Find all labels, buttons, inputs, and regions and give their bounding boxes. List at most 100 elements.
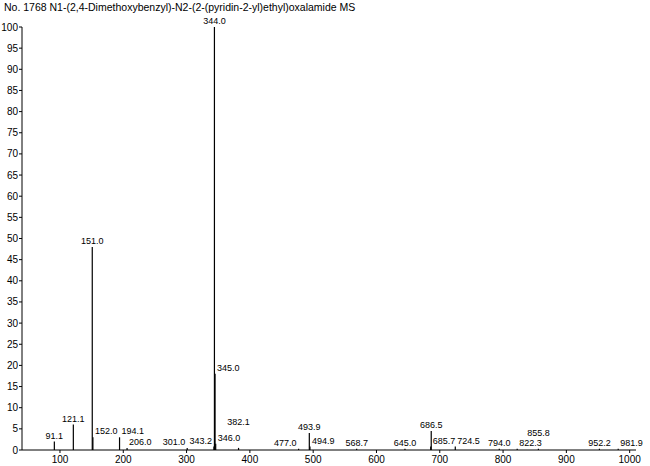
peak-label: 344.0 — [203, 16, 226, 26]
y-tick — [19, 90, 22, 91]
peak-label: 981.9 — [620, 438, 643, 448]
x-tick-label: 200 — [115, 454, 132, 465]
x-tick-label: 300 — [178, 454, 195, 465]
peak-label: 152.0 — [95, 426, 118, 436]
x-tick-label: 100 — [52, 454, 69, 465]
peak — [214, 27, 215, 450]
peak-label: 855.8 — [527, 428, 550, 438]
x-tick-label: 800 — [495, 454, 512, 465]
y-tick-label: 80 — [7, 106, 19, 117]
peak-label: 382.1 — [227, 417, 250, 427]
peak-label: 794.0 — [488, 438, 511, 448]
peak-label: 301.0 — [163, 437, 186, 447]
peak-label: 477.0 — [274, 438, 297, 448]
peak-label: 724.5 — [457, 436, 480, 446]
y-tick-label: 35 — [7, 296, 19, 307]
peak-label: 194.1 — [122, 426, 145, 436]
peak — [538, 449, 539, 450]
peak-label: 91.1 — [46, 431, 64, 441]
y-tick — [19, 365, 22, 366]
peak — [599, 449, 600, 450]
y-tick-label: 30 — [7, 318, 19, 329]
peak-label: 645.0 — [394, 438, 417, 448]
peak — [298, 449, 299, 450]
peak-label: 952.2 — [588, 438, 611, 448]
y-tick — [19, 153, 22, 154]
y-tick-label: 75 — [7, 127, 19, 138]
y-tick-label: 85 — [7, 85, 19, 96]
x-tick-label: 900 — [558, 454, 575, 465]
y-tick-label: 20 — [7, 360, 19, 371]
y-tick-label: 100 — [1, 22, 18, 33]
peak — [215, 444, 216, 450]
y-tick — [19, 238, 22, 239]
peak — [618, 449, 619, 450]
peak — [126, 448, 127, 450]
peak — [431, 431, 432, 450]
y-tick — [19, 69, 22, 70]
y-tick — [19, 196, 22, 197]
y-tick-label: 55 — [7, 212, 19, 223]
y-tick — [19, 428, 22, 429]
y-tick — [19, 132, 22, 133]
y-tick — [19, 280, 22, 281]
peak-label: 822.3 — [519, 438, 542, 448]
x-tick — [123, 450, 124, 453]
y-tick-label: 10 — [7, 402, 19, 413]
peak — [404, 449, 405, 450]
y-tick — [19, 48, 22, 49]
x-tick — [566, 450, 567, 453]
peak — [455, 447, 456, 450]
peak-label: 346.0 — [218, 433, 241, 443]
peak — [517, 449, 518, 450]
peak — [54, 442, 55, 450]
x-tick — [313, 450, 314, 453]
y-tick — [19, 111, 22, 112]
y-tick — [19, 386, 22, 387]
y-tick-label: 5 — [12, 423, 18, 434]
peak — [119, 437, 120, 450]
y-tick — [19, 407, 22, 408]
y-tick-label: 60 — [7, 191, 19, 202]
y-tick-label: 45 — [7, 254, 19, 265]
x-tick-label: 500 — [305, 454, 322, 465]
y-tick — [19, 175, 22, 176]
peak — [92, 437, 93, 450]
peak — [187, 448, 188, 450]
x-tick — [186, 450, 187, 453]
peak — [356, 449, 357, 450]
y-tick-label: 40 — [7, 275, 19, 286]
y-tick — [19, 259, 22, 260]
peak-label: 206.0 — [129, 437, 152, 447]
x-tick-label: 400 — [242, 454, 259, 465]
y-tick — [19, 217, 22, 218]
y-tick — [19, 323, 22, 324]
peak — [214, 374, 215, 450]
peak-label: 151.0 — [81, 236, 104, 246]
peak-label: 493.9 — [298, 422, 321, 432]
peaks — [54, 27, 618, 450]
x-tick-label: 600 — [368, 454, 385, 465]
x-tick — [439, 450, 440, 453]
y-tick-label: 15 — [7, 381, 19, 392]
peak — [309, 447, 310, 450]
x-tick — [376, 450, 377, 453]
x-tick — [59, 450, 60, 453]
x-tick — [629, 450, 630, 453]
peak-label: 121.1 — [62, 414, 85, 424]
peak — [73, 425, 74, 450]
y-tick — [19, 344, 22, 345]
y-tick-label: 65 — [7, 170, 19, 181]
peak-label: 345.0 — [217, 363, 240, 373]
peak — [309, 433, 310, 450]
y-tick-label: 0 — [12, 445, 18, 456]
y-tick — [19, 301, 22, 302]
peak-label: 686.5 — [420, 420, 443, 430]
x-tick — [249, 450, 250, 453]
y-tick-label: 50 — [7, 233, 19, 244]
title: No. 1768 N1-(2,4-Dimethoxybenzyl)-N2-(2-… — [4, 1, 355, 13]
peak — [238, 448, 239, 450]
peak-label: 494.9 — [312, 436, 335, 446]
x-tick-label: 1000 — [619, 454, 642, 465]
y-tick-label: 25 — [7, 339, 19, 350]
